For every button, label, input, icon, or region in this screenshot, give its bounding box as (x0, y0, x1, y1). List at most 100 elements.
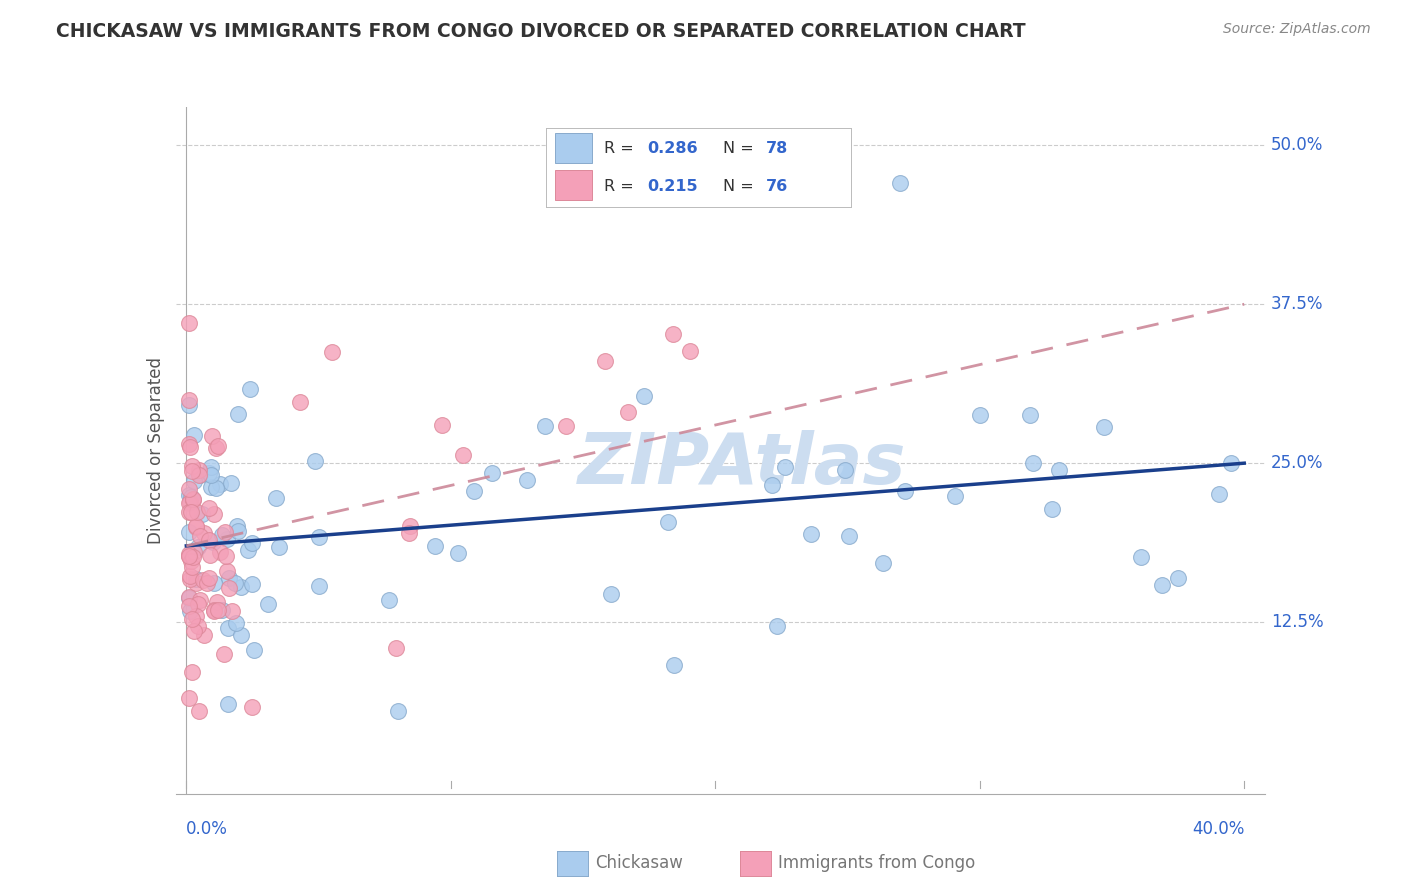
Point (211, 528, 233, 542)
Point (201, 429, 224, 443)
Point (657, 515, 679, 529)
Point (181, 549, 204, 564)
Text: 50.0%: 50.0% (1271, 136, 1323, 154)
Point (208, 476, 231, 491)
Point (217, 621, 239, 635)
Point (446, 546, 468, 560)
Point (872, 556, 894, 570)
Point (177, 691, 200, 706)
Point (198, 571, 221, 585)
Point (188, 593, 211, 607)
Point (180, 665, 202, 679)
Point (599, 587, 621, 601)
Point (205, 481, 228, 495)
Point (177, 496, 200, 510)
Point (243, 643, 266, 657)
Point (193, 573, 215, 587)
Point (207, 439, 229, 453)
Point (188, 462, 211, 476)
Point (226, 524, 249, 538)
Point (195, 576, 218, 591)
Point (229, 628, 252, 642)
Point (205, 595, 228, 609)
Text: 0.0%: 0.0% (187, 820, 228, 838)
Point (593, 354, 616, 368)
Point (202, 604, 225, 618)
Point (184, 575, 207, 590)
Point (516, 474, 538, 488)
Point (181, 459, 204, 474)
Point (180, 612, 202, 626)
Point (662, 658, 685, 673)
Point (224, 576, 246, 591)
Point (423, 539, 446, 553)
Point (183, 427, 205, 442)
Point (889, 177, 911, 191)
Text: R =: R = (605, 178, 640, 194)
Point (191, 508, 214, 522)
Point (200, 468, 222, 483)
Point (193, 628, 215, 642)
Point (269, 540, 291, 554)
Point (179, 568, 201, 582)
FancyBboxPatch shape (555, 133, 592, 163)
Point (177, 392, 200, 407)
Text: 25.0%: 25.0% (1271, 454, 1323, 472)
Point (1047, 463, 1070, 477)
Point (177, 482, 200, 496)
Point (186, 520, 208, 534)
Point (186, 608, 208, 623)
Point (177, 399, 200, 413)
Point (188, 529, 211, 543)
Point (679, 343, 702, 358)
Point (240, 699, 263, 714)
Point (766, 618, 789, 632)
Point (202, 507, 225, 521)
Point (179, 603, 201, 617)
Point (202, 576, 225, 591)
Text: 76: 76 (766, 178, 789, 194)
Point (661, 327, 683, 342)
Point (308, 579, 330, 593)
Text: 78: 78 (766, 142, 789, 156)
Point (181, 492, 204, 507)
Point (308, 530, 330, 544)
Point (181, 559, 204, 574)
Point (179, 572, 201, 586)
Point (180, 490, 202, 504)
Point (239, 382, 262, 396)
Point (193, 526, 215, 541)
Point (231, 580, 253, 594)
Point (257, 597, 280, 611)
Point (198, 533, 221, 547)
Point (179, 440, 201, 454)
Text: N =: N = (723, 178, 759, 194)
Point (217, 532, 239, 546)
Point (1150, 578, 1173, 592)
Point (240, 536, 263, 550)
Point (177, 549, 200, 563)
Point (205, 441, 228, 455)
Point (177, 591, 200, 605)
Point (177, 505, 200, 519)
Point (179, 599, 201, 613)
Point (321, 345, 343, 359)
Point (186, 505, 208, 519)
Point (617, 405, 640, 419)
Point (179, 495, 201, 509)
Text: Immigrants from Congo: Immigrants from Congo (778, 855, 976, 872)
Point (180, 464, 202, 478)
Point (177, 548, 200, 562)
Point (219, 475, 242, 490)
Point (1167, 571, 1189, 585)
Point (1021, 456, 1043, 470)
Point (773, 460, 796, 475)
Point (198, 500, 221, 515)
Text: Chickasaw: Chickasaw (595, 855, 683, 872)
Point (969, 408, 991, 422)
Point (180, 505, 202, 519)
Point (215, 564, 238, 578)
Point (177, 437, 200, 451)
Point (211, 603, 233, 617)
Point (207, 603, 229, 617)
